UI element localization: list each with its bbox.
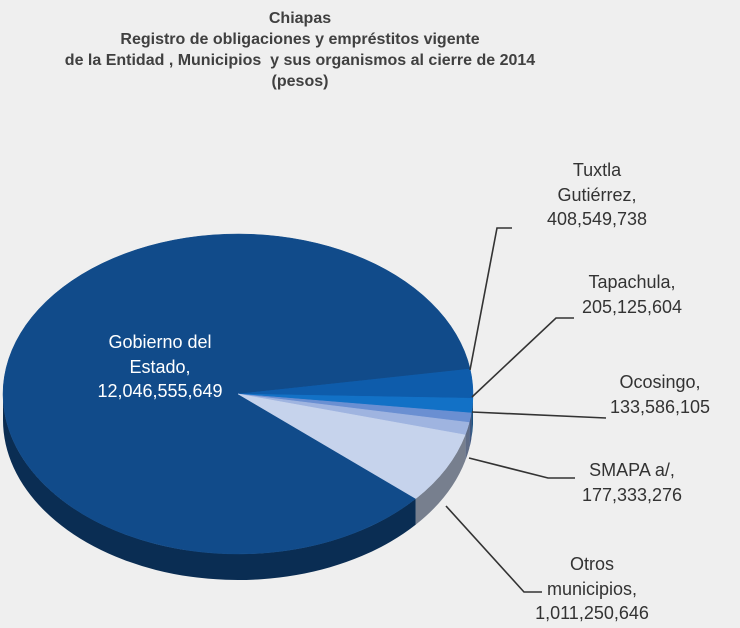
label-value: 177,333,276 xyxy=(581,484,683,505)
data-label: Tuxtla Gutiérrez, 408,549,738 xyxy=(532,158,662,232)
label-value: 133,586,105 xyxy=(609,396,711,417)
leader-line xyxy=(468,457,575,479)
data-label: Ocosingo, 133,586,105 xyxy=(580,370,740,419)
label-category: Gobierno del Estado, xyxy=(108,332,212,377)
label-category: Otros municipios, xyxy=(546,554,638,599)
data-label: Gobierno del Estado, 12,046,555,649 xyxy=(85,330,235,404)
slice xyxy=(2,233,471,555)
label-category: Tapachula, xyxy=(588,272,676,292)
label-value: 12,046,555,649 xyxy=(97,381,223,401)
pie-sides xyxy=(3,394,473,580)
label-category: SMAPA a/, xyxy=(589,460,675,480)
label-category: Ocosingo, xyxy=(619,372,701,392)
pie-tops xyxy=(2,233,474,555)
slice-side xyxy=(469,412,472,449)
label-value: 205,125,604 xyxy=(581,296,683,317)
title-line: de la Entidad , Municipios y sus organis… xyxy=(64,52,536,69)
leader-line xyxy=(471,317,574,398)
slice-side xyxy=(465,422,470,461)
leader-line xyxy=(445,505,542,593)
data-label: Tapachula, 205,125,604 xyxy=(552,270,712,319)
label-category: Tuxtla Gutiérrez, xyxy=(557,160,637,205)
slice-side xyxy=(415,434,466,525)
chart-title: Chiapas Registro de obligaciones y empré… xyxy=(0,8,600,92)
title-line: Registro de obligaciones y empréstitos v… xyxy=(120,31,480,48)
slice-side xyxy=(3,394,416,580)
leader-line xyxy=(469,227,512,371)
label-value: 1,011,250,646 xyxy=(535,603,649,623)
slice-side xyxy=(471,398,473,439)
slice xyxy=(237,393,466,499)
label-value: 408,549,738 xyxy=(546,209,648,229)
data-label: SMAPA a/, 177,333,276 xyxy=(552,458,712,507)
title-line: (pesos) xyxy=(271,73,329,90)
data-label: Otros municipios, 1,011,250,646 xyxy=(532,552,652,626)
leader-line xyxy=(471,411,607,419)
title-line: Chiapas xyxy=(268,10,332,27)
